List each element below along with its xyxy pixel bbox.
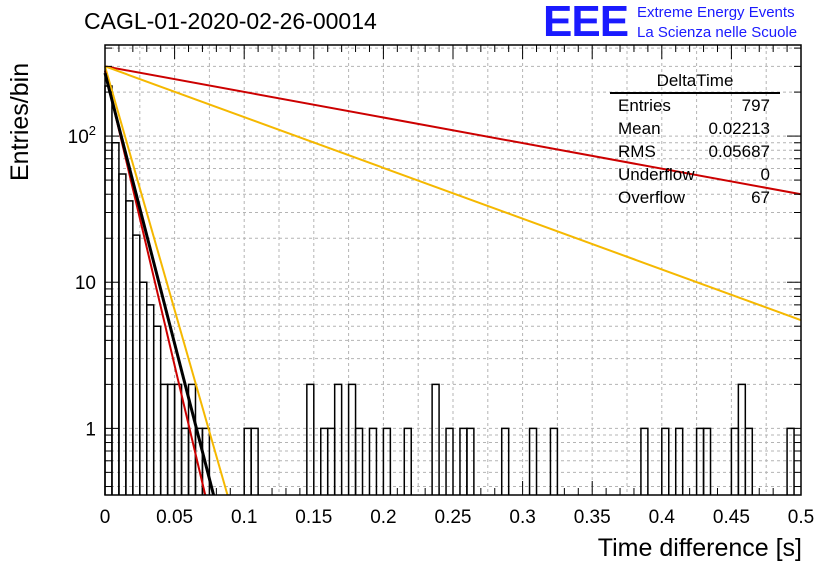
eee-logo-line-2: La Scienza nelle Scuole	[637, 24, 798, 41]
histogram-bar	[549, 427, 559, 495]
stats-row-mean: Mean 0.02213	[610, 117, 780, 140]
histogram-bar	[431, 383, 440, 495]
histogram-bar	[695, 427, 705, 495]
stats-label: Overflow	[618, 188, 686, 207]
histogram-bar	[243, 427, 252, 495]
histogram-bar	[786, 427, 795, 495]
histogram-bar	[640, 427, 649, 495]
histogram-bar	[674, 427, 684, 495]
histogram-bar	[104, 85, 113, 495]
y-tick-label: 102	[68, 123, 96, 148]
stats-value: 797	[741, 96, 770, 115]
x-tick-label: 0.1	[231, 507, 257, 528]
fit-line	[104, 65, 802, 322]
x-tick-label: 0.35	[574, 507, 611, 528]
fit-line	[104, 65, 802, 196]
y-tick-label: 1	[85, 419, 96, 440]
histogram-bar	[152, 325, 162, 495]
stats-label: RMS	[618, 142, 656, 161]
histogram-bar	[320, 427, 329, 495]
histogram-bar	[528, 427, 538, 495]
histogram-bar	[306, 383, 315, 495]
x-tick-label: 0.45	[713, 507, 750, 528]
histogram-bar	[702, 427, 712, 495]
stats-value: 0	[760, 165, 770, 184]
y-tick-label: 10	[75, 273, 96, 294]
fit-line	[103, 72, 216, 496]
x-tick-label: 0.4	[649, 507, 676, 528]
x-tick-label: 0.5	[788, 507, 814, 528]
histogram-bar	[347, 383, 357, 495]
x-tick-label: 0.3	[509, 507, 535, 528]
stats-row-overflow: Overflow 67	[610, 186, 780, 209]
x-tick-label: 0	[100, 507, 111, 528]
run-title: CAGL-01-2020-02-26-00014	[84, 8, 377, 34]
histogram-bar	[661, 427, 670, 495]
histogram-bar	[132, 234, 141, 495]
stats-label: Underflow	[618, 165, 695, 184]
histogram-bar	[466, 427, 475, 495]
stats-value: 67	[751, 188, 770, 207]
histogram-bar	[159, 383, 169, 495]
eee-logo-line-1: Extreme Energy Events	[637, 4, 795, 21]
histogram-bar	[173, 383, 183, 495]
histogram-bar	[354, 427, 364, 495]
histogram-bar	[326, 427, 336, 495]
histogram-bar	[730, 427, 740, 495]
stats-box: DeltaTime Entries 797 Mean 0.02213 RMS 0…	[610, 70, 780, 209]
histogram-bar	[500, 427, 510, 495]
stats-label: Mean	[618, 119, 661, 138]
y-axis-title: Entries/bin	[6, 62, 34, 181]
histogram-bar	[737, 383, 747, 495]
x-axis-title: Time difference [s]	[597, 534, 802, 562]
histogram-bar	[250, 427, 259, 495]
histogram-bar	[180, 427, 190, 495]
histogram-bar	[139, 281, 148, 495]
stats-title: DeltaTime	[610, 70, 780, 94]
histogram-bar	[118, 173, 127, 495]
stats-row-rms: RMS 0.05687	[610, 140, 780, 163]
x-tick-label: 0.25	[435, 507, 472, 528]
stats-value: 0.02213	[708, 119, 770, 138]
stats-row-entries: Entries 797	[610, 94, 780, 117]
x-tick-label: 0.05	[156, 507, 193, 528]
histogram-bar	[166, 383, 176, 495]
x-tick-label: 0.2	[370, 507, 396, 528]
x-tick-label: 0.15	[295, 507, 332, 528]
stats-label: Entries	[618, 96, 671, 115]
fit-line	[104, 66, 229, 496]
eee-logo: EEE	[543, 0, 629, 46]
histogram-bar	[201, 427, 211, 495]
histogram-bar	[744, 427, 754, 495]
stats-value: 0.05687	[708, 142, 770, 161]
histogram-bar	[382, 427, 392, 495]
histogram-bar	[403, 427, 412, 495]
histogram-bar	[368, 427, 378, 495]
histogram-bar	[146, 304, 155, 495]
histogram-bar	[459, 427, 468, 495]
stats-row-underflow: Underflow 0	[610, 163, 780, 186]
histogram-bar	[445, 427, 454, 495]
histogram-bar	[333, 383, 343, 495]
